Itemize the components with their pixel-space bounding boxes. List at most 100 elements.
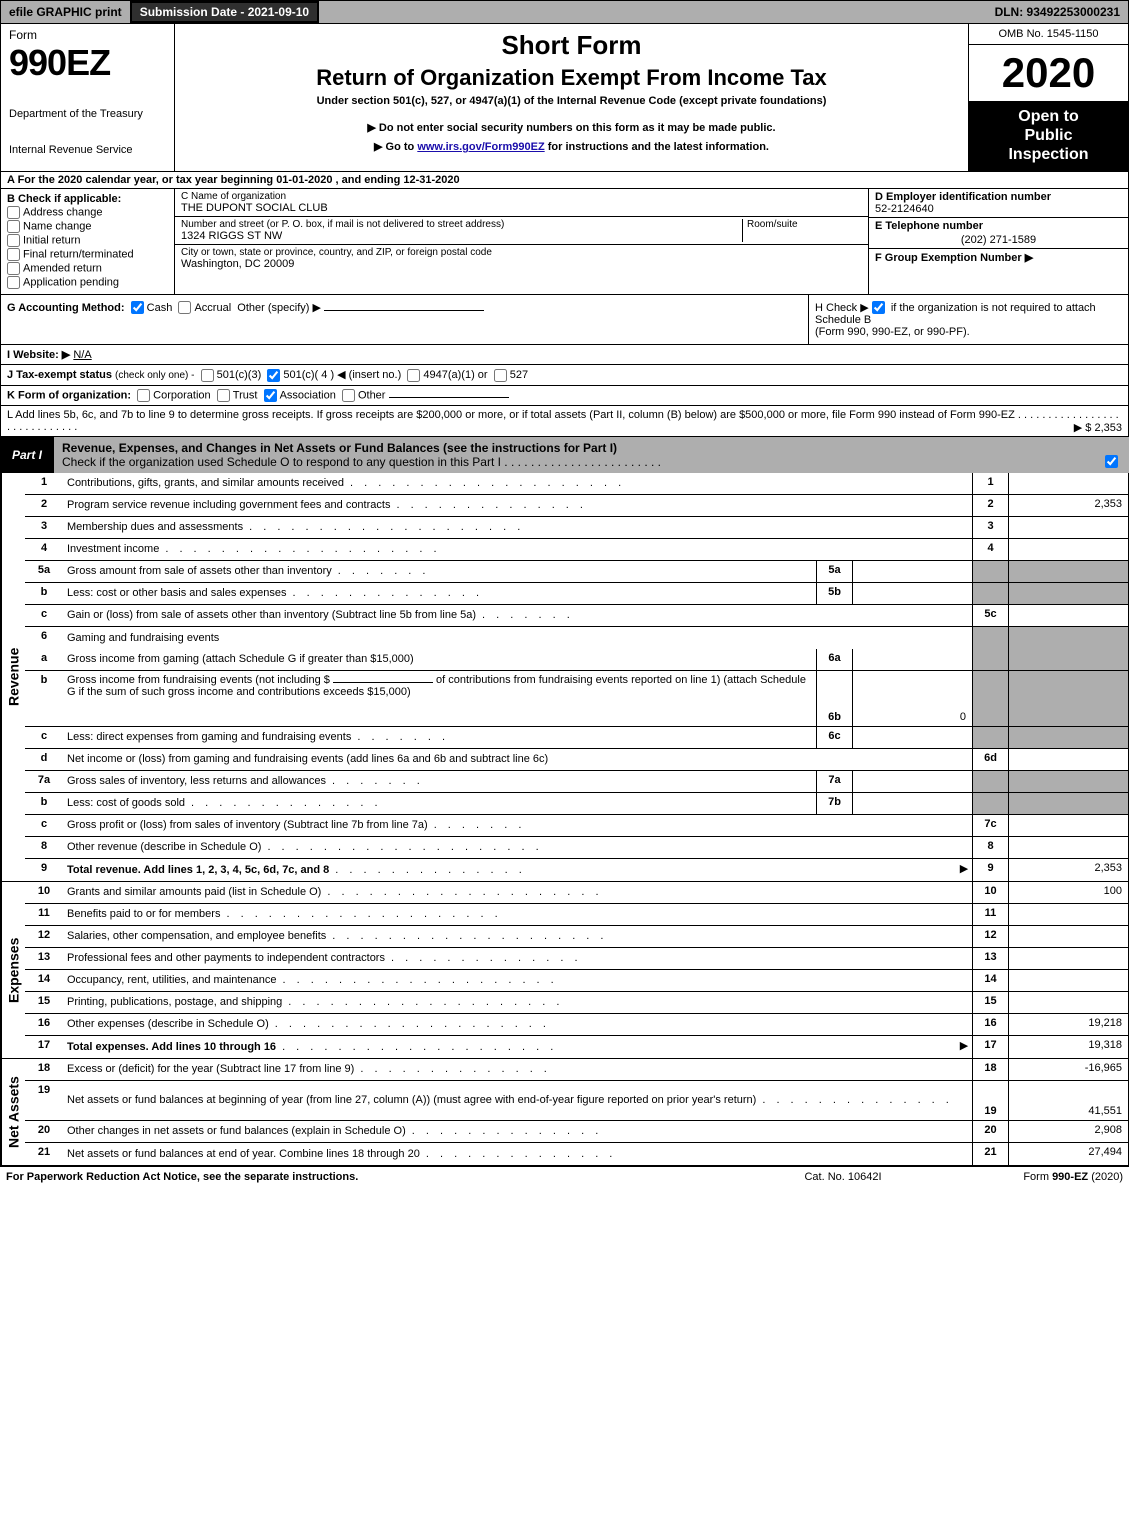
irs-link[interactable]: www.irs.gov/Form990EZ (417, 141, 544, 153)
6b-blank (333, 682, 433, 683)
topbar: efile GRAPHIC print Submission Date - 20… (0, 0, 1129, 24)
b-title: B Check if applicable: (7, 193, 168, 205)
cb-amended-return[interactable]: Amended return (7, 262, 168, 275)
e-tel-block: E Telephone number (202) 271-1589 (869, 218, 1128, 249)
vert-expenses: Expenses (1, 882, 25, 1058)
d-ein-label: D Employer identification number (875, 191, 1122, 203)
cb-4947a1[interactable] (407, 369, 420, 382)
line-15: 15 Printing, publications, postage, and … (25, 992, 1128, 1014)
topbar-spacer (319, 1, 986, 23)
open-line1: Open to (973, 107, 1124, 126)
part1-title-text: Revenue, Expenses, and Changes in Net As… (62, 441, 617, 455)
page-footer: For Paperwork Reduction Act Notice, see … (0, 1166, 1129, 1187)
cb-address-change[interactable]: Address change (7, 206, 168, 219)
cb-initial-return[interactable]: Initial return (7, 234, 168, 247)
section-net-assets: Net Assets 18 Excess or (deficit) for th… (0, 1059, 1129, 1166)
k-other-line (389, 397, 509, 398)
e-tel-label: E Telephone number (875, 220, 1122, 232)
header-mid: Short Form Return of Organization Exempt… (175, 24, 968, 171)
d-ein-block: D Employer identification number 52-2124… (869, 189, 1128, 218)
revenue-lines: 1 Contributions, gifts, grants, and simi… (25, 473, 1128, 881)
cb-corporation[interactable] (137, 389, 150, 402)
line-10: 10 Grants and similar amounts paid (list… (25, 882, 1128, 904)
l-text: L Add lines 5b, 6c, and 7b to line 9 to … (7, 409, 1015, 421)
col-b-checkboxes: B Check if applicable: Address change Na… (1, 189, 175, 294)
part1-label: Part I (0, 444, 54, 466)
g-other-label: Other (specify) ▶ (237, 302, 321, 314)
header-left: Form 990EZ Department of the Treasury In… (1, 24, 175, 171)
goto-post: for instructions and the latest informat… (548, 141, 769, 153)
j-note: (check only one) - (115, 370, 194, 381)
col-def: D Employer identification number 52-2124… (868, 189, 1128, 294)
open-line2: Public (973, 126, 1124, 145)
line-12: 12 Salaries, other compensation, and emp… (25, 926, 1128, 948)
d-ein-value: 52-2124640 (875, 203, 1122, 215)
vert-revenue: Revenue (1, 473, 25, 881)
tax-year: 2020 (969, 45, 1128, 101)
line-9: 9 Total revenue. Add lines 1, 2, 3, 4, 5… (25, 859, 1128, 881)
g-other-line (324, 310, 484, 311)
cb-trust[interactable] (217, 389, 230, 402)
dept-irs: Internal Revenue Service (9, 144, 166, 156)
arrow-icon: ▶ (956, 859, 972, 881)
line-4: 4 Investment income. . . . . . . . . . .… (25, 539, 1128, 561)
cb-application-pending[interactable]: Application pending (7, 276, 168, 289)
footer-left: For Paperwork Reduction Act Notice, see … (6, 1171, 743, 1183)
cb-final-return[interactable]: Final return/terminated (7, 248, 168, 261)
cb-501c3[interactable] (201, 369, 214, 382)
line-2: 2 Program service revenue including gove… (25, 495, 1128, 517)
line-16: 16 Other expenses (describe in Schedule … (25, 1014, 1128, 1036)
open-line3: Inspection (973, 145, 1124, 164)
row-l-gross-receipts: L Add lines 5b, 6c, and 7b to line 9 to … (0, 405, 1129, 437)
section-revenue: Revenue 1 Contributions, gifts, grants, … (0, 473, 1129, 882)
cb-other-org[interactable] (342, 389, 355, 402)
street-value: 1324 RIGGS ST NW (181, 230, 742, 242)
part1-title: Revenue, Expenses, and Changes in Net As… (54, 437, 1129, 473)
e-tel-value: (202) 271-1589 (875, 232, 1122, 246)
l-arrow: ▶ $ (1074, 422, 1092, 434)
f-group-exemption: F Group Exemption Number ▶ (869, 249, 1128, 266)
part1-header: Part I Revenue, Expenses, and Changes in… (0, 437, 1129, 473)
line-20: 20 Other changes in net assets or fund b… (25, 1121, 1128, 1143)
h-text3: (Form 990, 990-EZ, or 990-PF). (815, 326, 970, 338)
city-label: City or town, state or province, country… (181, 247, 862, 258)
line-14: 14 Occupancy, rent, utilities, and maint… (25, 970, 1128, 992)
header-right: OMB No. 1545-1150 2020 Open to Public In… (968, 24, 1128, 171)
cb-cash[interactable] (131, 301, 144, 314)
cb-527[interactable] (494, 369, 507, 382)
open-to-public: Open to Public Inspection (969, 101, 1128, 171)
street-cell: Number and street (or P. O. box, if mail… (181, 219, 742, 242)
row-j-tax-exempt: J Tax-exempt status (check only one) - 5… (0, 364, 1129, 385)
f-label: F Group Exemption Number ▶ (875, 252, 1033, 264)
cb-name-change[interactable]: Name change (7, 220, 168, 233)
h-schedule-b: H Check ▶ if the organization is not req… (808, 295, 1128, 345)
cb-schedule-o-part1[interactable] (1105, 455, 1118, 468)
cb-schedule-b-not-required[interactable] (872, 301, 885, 314)
org-name: THE DUPONT SOCIAL CLUB (181, 202, 862, 214)
line-7c: c Gross profit or (loss) from sales of i… (25, 815, 1128, 837)
part1-sub-dots: . . . . . . . . . . . . . . . . . . . . … (504, 455, 661, 469)
row-k-org-form: K Form of organization: Corporation Trus… (0, 385, 1129, 405)
form-header: Form 990EZ Department of the Treasury In… (0, 24, 1129, 172)
cb-association[interactable] (264, 389, 277, 402)
cb-accrual[interactable] (178, 301, 191, 314)
street-label: Number and street (or P. O. box, if mail… (181, 219, 742, 230)
c-address-block: Number and street (or P. O. box, if mail… (175, 217, 868, 245)
footer-catno: Cat. No. 10642I (743, 1171, 943, 1183)
k-label: K Form of organization: (7, 389, 131, 401)
cb-501c[interactable] (267, 369, 280, 382)
efile-graphic-print: efile GRAPHIC print (1, 1, 130, 23)
room-label: Room/suite (742, 219, 862, 242)
line-7a: 7a Gross sales of inventory, less return… (25, 771, 1128, 793)
block-bcdef: B Check if applicable: Address change Na… (0, 189, 1129, 294)
return-title: Return of Organization Exempt From Incom… (185, 65, 958, 91)
line-5b: b Less: cost or other basis and sales ex… (25, 583, 1128, 605)
c-name-block: C Name of organization THE DUPONT SOCIAL… (175, 189, 868, 217)
row-a-tax-year: A For the 2020 calendar year, or tax yea… (0, 172, 1129, 189)
col-c-org: C Name of organization THE DUPONT SOCIAL… (175, 189, 868, 294)
section-expenses: Expenses 10 Grants and similar amounts p… (0, 882, 1129, 1059)
line-13: 13 Professional fees and other payments … (25, 948, 1128, 970)
vert-net-assets: Net Assets (1, 1059, 25, 1165)
g-accounting: G Accounting Method: Cash Accrual Other … (1, 295, 808, 345)
line-1: 1 Contributions, gifts, grants, and simi… (25, 473, 1128, 495)
